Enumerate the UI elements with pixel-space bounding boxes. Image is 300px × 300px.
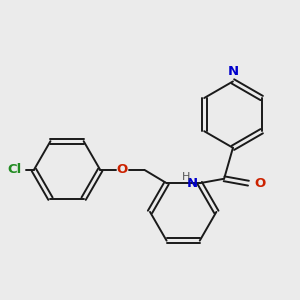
Text: Cl: Cl <box>8 164 22 176</box>
Text: N: N <box>227 65 239 78</box>
Text: O: O <box>117 164 128 176</box>
Text: H: H <box>182 172 191 182</box>
Text: N: N <box>186 177 198 190</box>
Text: O: O <box>254 177 265 190</box>
